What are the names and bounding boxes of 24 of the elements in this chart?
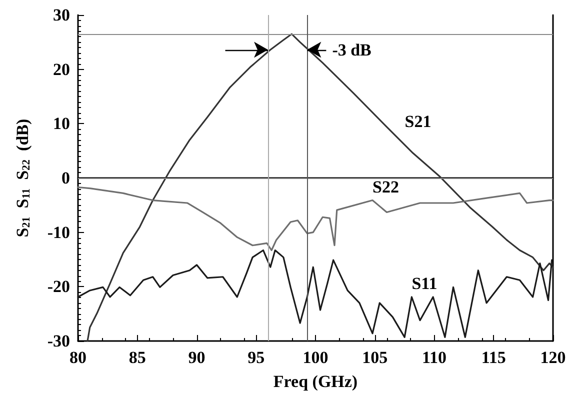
x-tick-label: 85: [128, 348, 146, 367]
line-series: [77, 249, 553, 338]
annotation: -3 dB: [332, 40, 372, 60]
x-tick-label: 90: [188, 348, 206, 367]
x-tick-label: 95: [248, 348, 265, 367]
x-axis-title: Freq (GHz): [273, 372, 358, 391]
y-tick-label: 20: [53, 60, 70, 79]
series-label: S21: [404, 112, 432, 131]
y-tick-label: -20: [47, 277, 70, 296]
x-tick-label: 100: [302, 348, 328, 367]
y-tick-label: -10: [47, 222, 70, 242]
x-tick-label: 120: [540, 348, 566, 367]
y-tick-label: -30: [47, 332, 70, 350]
series-label: S11: [412, 274, 438, 293]
series-label: S22: [372, 177, 399, 196]
x-tick-label: 105: [362, 348, 388, 367]
y-tick-label: 10: [53, 114, 70, 134]
x-tick-label: 110: [422, 348, 447, 367]
y-tick-label: 0: [62, 168, 70, 188]
y-tick-label: 30: [53, 6, 70, 24]
y-axis-title: S21 S11 S22 (dB): [13, 118, 32, 238]
line-series: [86, 33, 554, 342]
x-tick-label: 115: [481, 348, 506, 367]
x-tick-label: 80: [70, 348, 86, 367]
